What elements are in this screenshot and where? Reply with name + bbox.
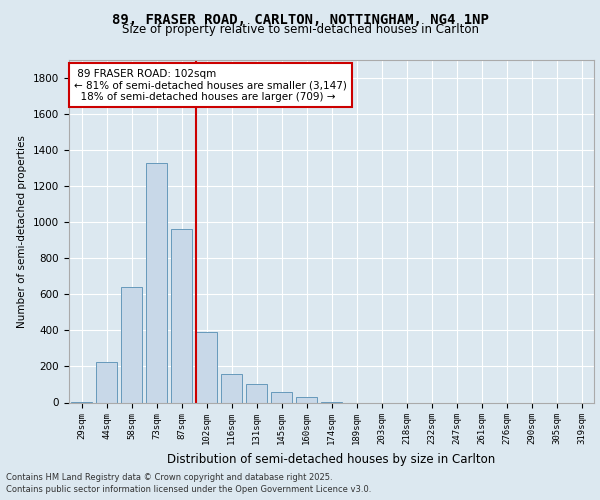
Text: Contains HM Land Registry data © Crown copyright and database right 2025.: Contains HM Land Registry data © Crown c… — [6, 472, 332, 482]
Bar — [96, 362, 117, 403]
Y-axis label: Number of semi-detached properties: Number of semi-detached properties — [17, 135, 28, 328]
Bar — [196, 332, 217, 402]
Text: Contains public sector information licensed under the Open Government Licence v3: Contains public sector information licen… — [6, 485, 371, 494]
Bar — [246, 384, 267, 402]
Bar — [146, 162, 167, 402]
Text: 89 FRASER ROAD: 102sqm
← 81% of semi-detached houses are smaller (3,147)
  18% o: 89 FRASER ROAD: 102sqm ← 81% of semi-det… — [74, 68, 347, 102]
Text: Size of property relative to semi-detached houses in Carlton: Size of property relative to semi-detach… — [121, 24, 479, 36]
Bar — [271, 392, 292, 402]
X-axis label: Distribution of semi-detached houses by size in Carlton: Distribution of semi-detached houses by … — [167, 453, 496, 466]
Bar — [221, 374, 242, 402]
Text: 89, FRASER ROAD, CARLTON, NOTTINGHAM, NG4 1NP: 89, FRASER ROAD, CARLTON, NOTTINGHAM, NG… — [112, 12, 488, 26]
Bar — [296, 397, 317, 402]
Bar — [171, 230, 192, 402]
Bar — [121, 287, 142, 403]
